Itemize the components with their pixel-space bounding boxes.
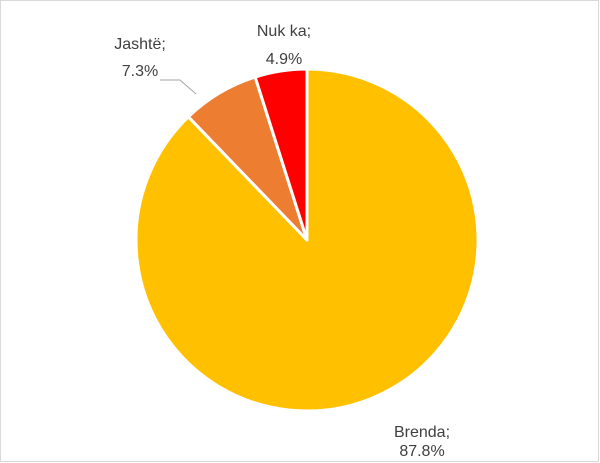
data-label-category: Jashtë; <box>114 36 166 53</box>
data-label-category: Brenda; <box>394 424 450 441</box>
leader-line <box>160 79 197 95</box>
data-label-value: 4.9% <box>266 51 302 68</box>
pie-slice <box>253 67 309 242</box>
data-label-category: Nuk ka; <box>257 23 311 40</box>
data-label-value: 87.8% <box>399 443 444 460</box>
data-label-value: 7.3% <box>122 63 158 80</box>
